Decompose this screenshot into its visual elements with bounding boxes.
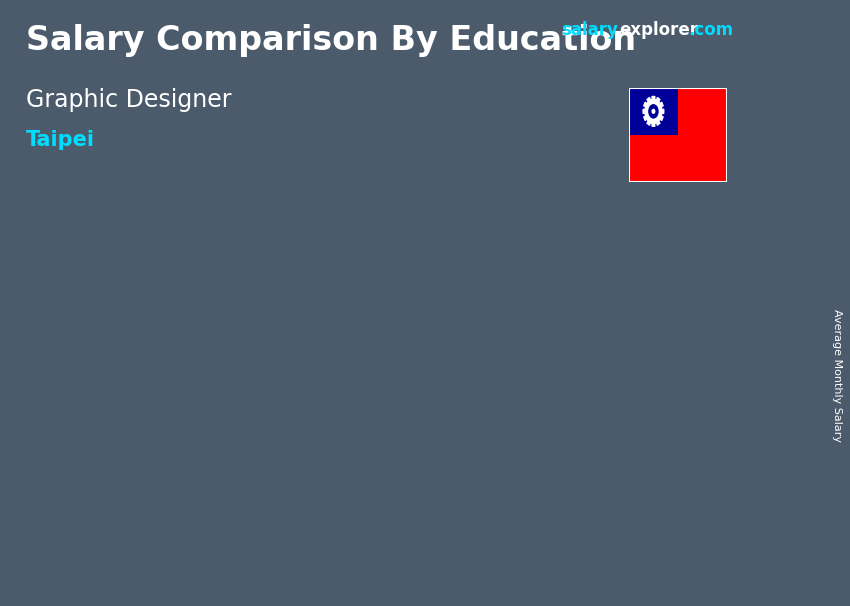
Bar [638, 274, 649, 521]
Circle shape [645, 99, 662, 124]
Polygon shape [654, 109, 664, 113]
Polygon shape [654, 102, 663, 112]
Bar [103, 410, 196, 416]
Text: +45%: +45% [381, 253, 452, 273]
Text: 88,700 TWD: 88,700 TWD [455, 310, 549, 325]
Polygon shape [647, 112, 654, 125]
Bar [638, 274, 730, 288]
Bar [281, 391, 374, 398]
Polygon shape [643, 112, 654, 121]
Text: +31%: +31% [558, 227, 631, 248]
Bar [459, 332, 471, 521]
Polygon shape [654, 112, 660, 125]
Polygon shape [652, 112, 654, 126]
Bar [459, 332, 552, 521]
Text: 61,200 TWD: 61,200 TWD [277, 368, 371, 384]
Polygon shape [654, 98, 660, 112]
Text: .com: .com [688, 21, 734, 39]
Bar [281, 391, 293, 521]
Bar [281, 391, 374, 521]
Polygon shape [654, 112, 663, 121]
Circle shape [652, 110, 654, 113]
Text: 52,000 TWD: 52,000 TWD [99, 388, 193, 403]
Text: explorer: explorer [619, 21, 698, 39]
Text: salary: salary [561, 21, 618, 39]
Text: Graphic Designer: Graphic Designer [26, 88, 231, 112]
Circle shape [649, 105, 658, 118]
Bar [103, 410, 196, 521]
Bar [629, 88, 677, 135]
Text: Salary Comparison By Education: Salary Comparison By Education [26, 24, 636, 57]
Text: Average Monthly Salary: Average Monthly Salary [832, 309, 842, 442]
Polygon shape [652, 96, 654, 112]
Polygon shape [643, 109, 654, 113]
Text: +18%: +18% [202, 284, 275, 304]
Polygon shape [643, 102, 654, 112]
Polygon shape [647, 98, 654, 112]
Text: 116,000 TWD: 116,000 TWD [628, 251, 732, 267]
Bar [103, 410, 115, 521]
Bar [638, 274, 730, 521]
Text: Taipei: Taipei [26, 130, 94, 150]
Bar [459, 332, 552, 342]
